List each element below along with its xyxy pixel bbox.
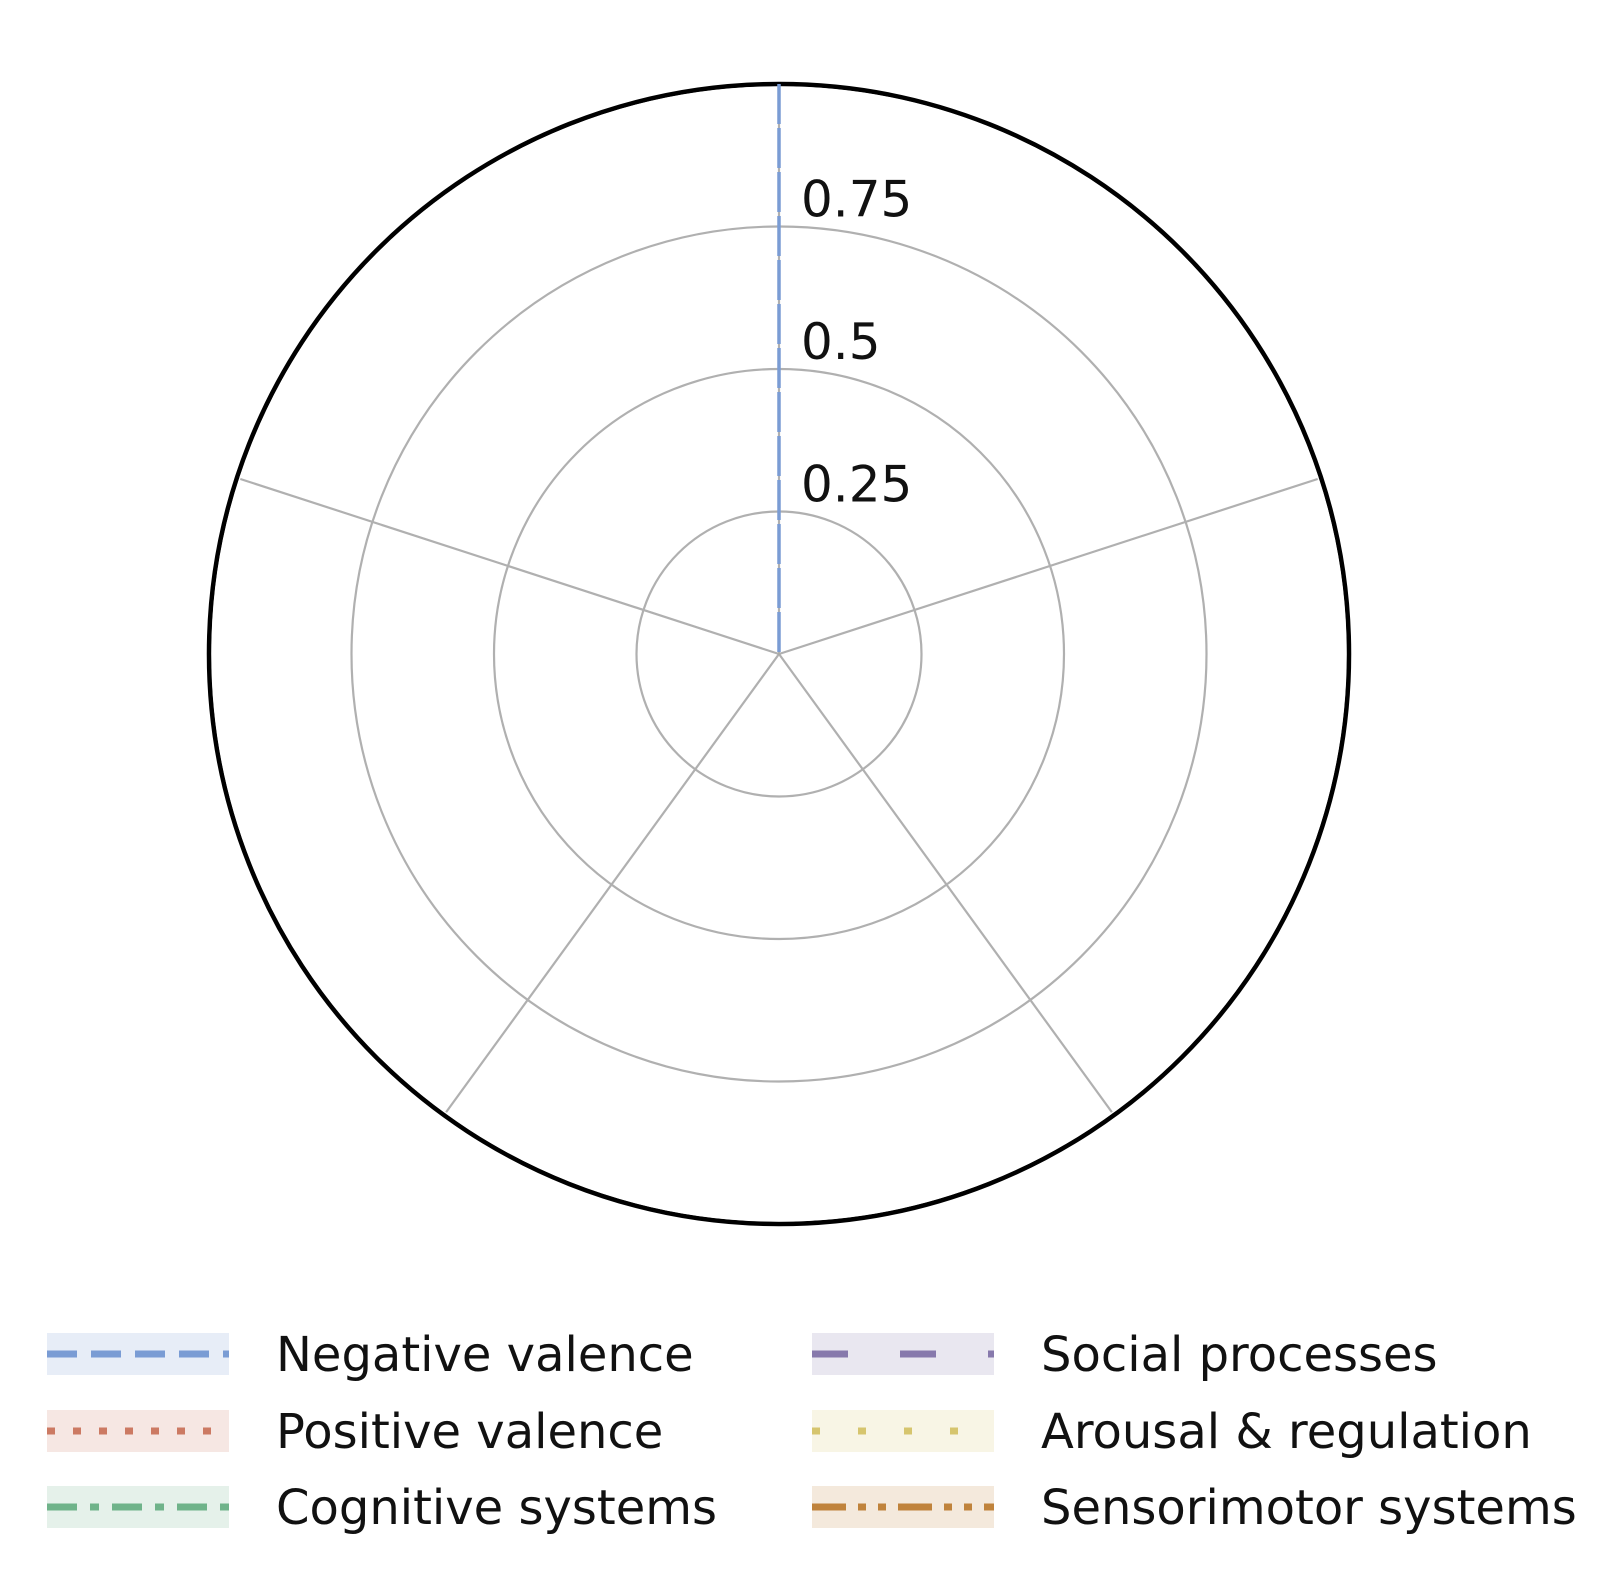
legend-swatch-5 [812,1410,994,1452]
radial-tick-labels: 0.25 0.5 0.75 [801,171,912,514]
legend-label-6: Sensorimotor systems [1041,1480,1577,1536]
legend-label-4: Social processes [1041,1327,1438,1383]
spoke-4 [443,653,780,1116]
rtick-label-2: 0.5 [801,313,881,371]
rtick-label-1: 0.25 [801,456,912,514]
legend: Negative valence Positive valence Cognitiv… [47,1327,1577,1536]
legend-label-5: Arousal & regulation [1041,1404,1532,1460]
spoke-3 [778,653,1115,1116]
spoke-2 [778,476,1322,656]
legend-label-2: Positive valence [276,1404,663,1460]
legend-label-3: Cognitive systems [276,1480,717,1536]
legend-label-1: Negative valence [276,1327,694,1383]
rtick-label-3: 0.75 [801,171,912,229]
spoke-5 [236,476,780,656]
